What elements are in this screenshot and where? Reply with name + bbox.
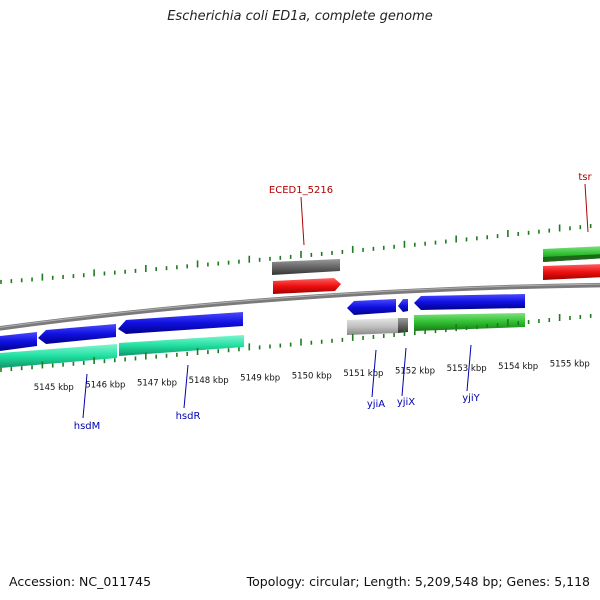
kbp-label: 5154 kbp [498, 362, 538, 372]
gene-leader-line [401, 347, 407, 397]
kbp-label: 5147 kbp [137, 378, 177, 388]
kbp-label: 5155 kbp [550, 360, 590, 370]
gene-leader-line [183, 364, 189, 409]
kbp-label: 5153 kbp [447, 364, 487, 374]
map-title: Escherichia coli ED1a, complete genome [167, 9, 433, 24]
gene-leader-line [82, 373, 88, 419]
cds-reverse-blue-yjiy[interactable] [414, 294, 525, 310]
tick-marks-lower [0, 313, 592, 372]
cds-reverse-teal-b[interactable] [119, 335, 244, 356]
kbp-label: 5146 kbp [85, 381, 125, 391]
cds-forward-gray[interactable] [272, 259, 340, 275]
cds-reverse-blue-hsdm-b[interactable] [38, 324, 116, 344]
gene-label-yjiy[interactable]: yjiY [462, 393, 480, 404]
gene-label-hsdm[interactable]: hsdM [74, 421, 101, 432]
gene-leader-line [371, 349, 377, 398]
cds-reverse-blue-yjix[interactable] [398, 299, 408, 312]
genome-backbone-highlight [0, 283, 600, 328]
cds-forward-red[interactable] [273, 278, 341, 294]
kbp-label: 5151 kbp [343, 369, 383, 379]
gene-label-yjia[interactable]: yjiA [367, 399, 385, 410]
cds-reverse-blue-yjia[interactable] [347, 299, 396, 315]
gene-leader-line [584, 183, 589, 233]
genome-backbone [0, 282, 600, 331]
cds-reverse-darkgray[interactable] [398, 318, 408, 333]
kbp-label: 5148 kbp [189, 376, 229, 386]
kbp-label: 5152 kbp [395, 367, 435, 377]
kbp-label: 5145 kbp [34, 383, 74, 393]
accession-text: Accession: NC_011745 [9, 574, 152, 589]
kbp-labels: 5145 kbp 5146 kbp 5147 kbp 5148 kbp 5149 kbp… [34, 360, 590, 394]
gene-label-hsdr[interactable]: hsdR [176, 411, 201, 422]
gene-label-eced1_5216[interactable]: ECED1_5216 [269, 185, 333, 196]
genome-summary-text: Topology: circular; Length: 5,209,548 bp… [246, 574, 590, 589]
gene-leader-line [466, 344, 472, 392]
cds-reverse-lightgray[interactable] [347, 318, 398, 335]
cds-forward-red-tsr[interactable] [543, 264, 600, 280]
cds-reverse-blue-hsdr[interactable] [118, 312, 243, 334]
cds-forward-green-tsr-dark [543, 254, 600, 262]
gene-leader-line [300, 196, 305, 246]
cds-reverse-teal-a[interactable] [0, 344, 117, 368]
gene-label-tsr[interactable]: tsr [578, 172, 592, 183]
cds-reverse-blue-hsdm-a[interactable] [0, 332, 37, 351]
gene-label-yjix[interactable]: yjiX [397, 397, 415, 408]
kbp-label: 5150 kbp [292, 371, 332, 381]
gene-labels: ECED1_5216 tsr hsdM hsdR yjiA yjiX yjiY [74, 172, 593, 432]
tick-marks-upper [0, 224, 592, 284]
kbp-label: 5149 kbp [240, 374, 280, 384]
